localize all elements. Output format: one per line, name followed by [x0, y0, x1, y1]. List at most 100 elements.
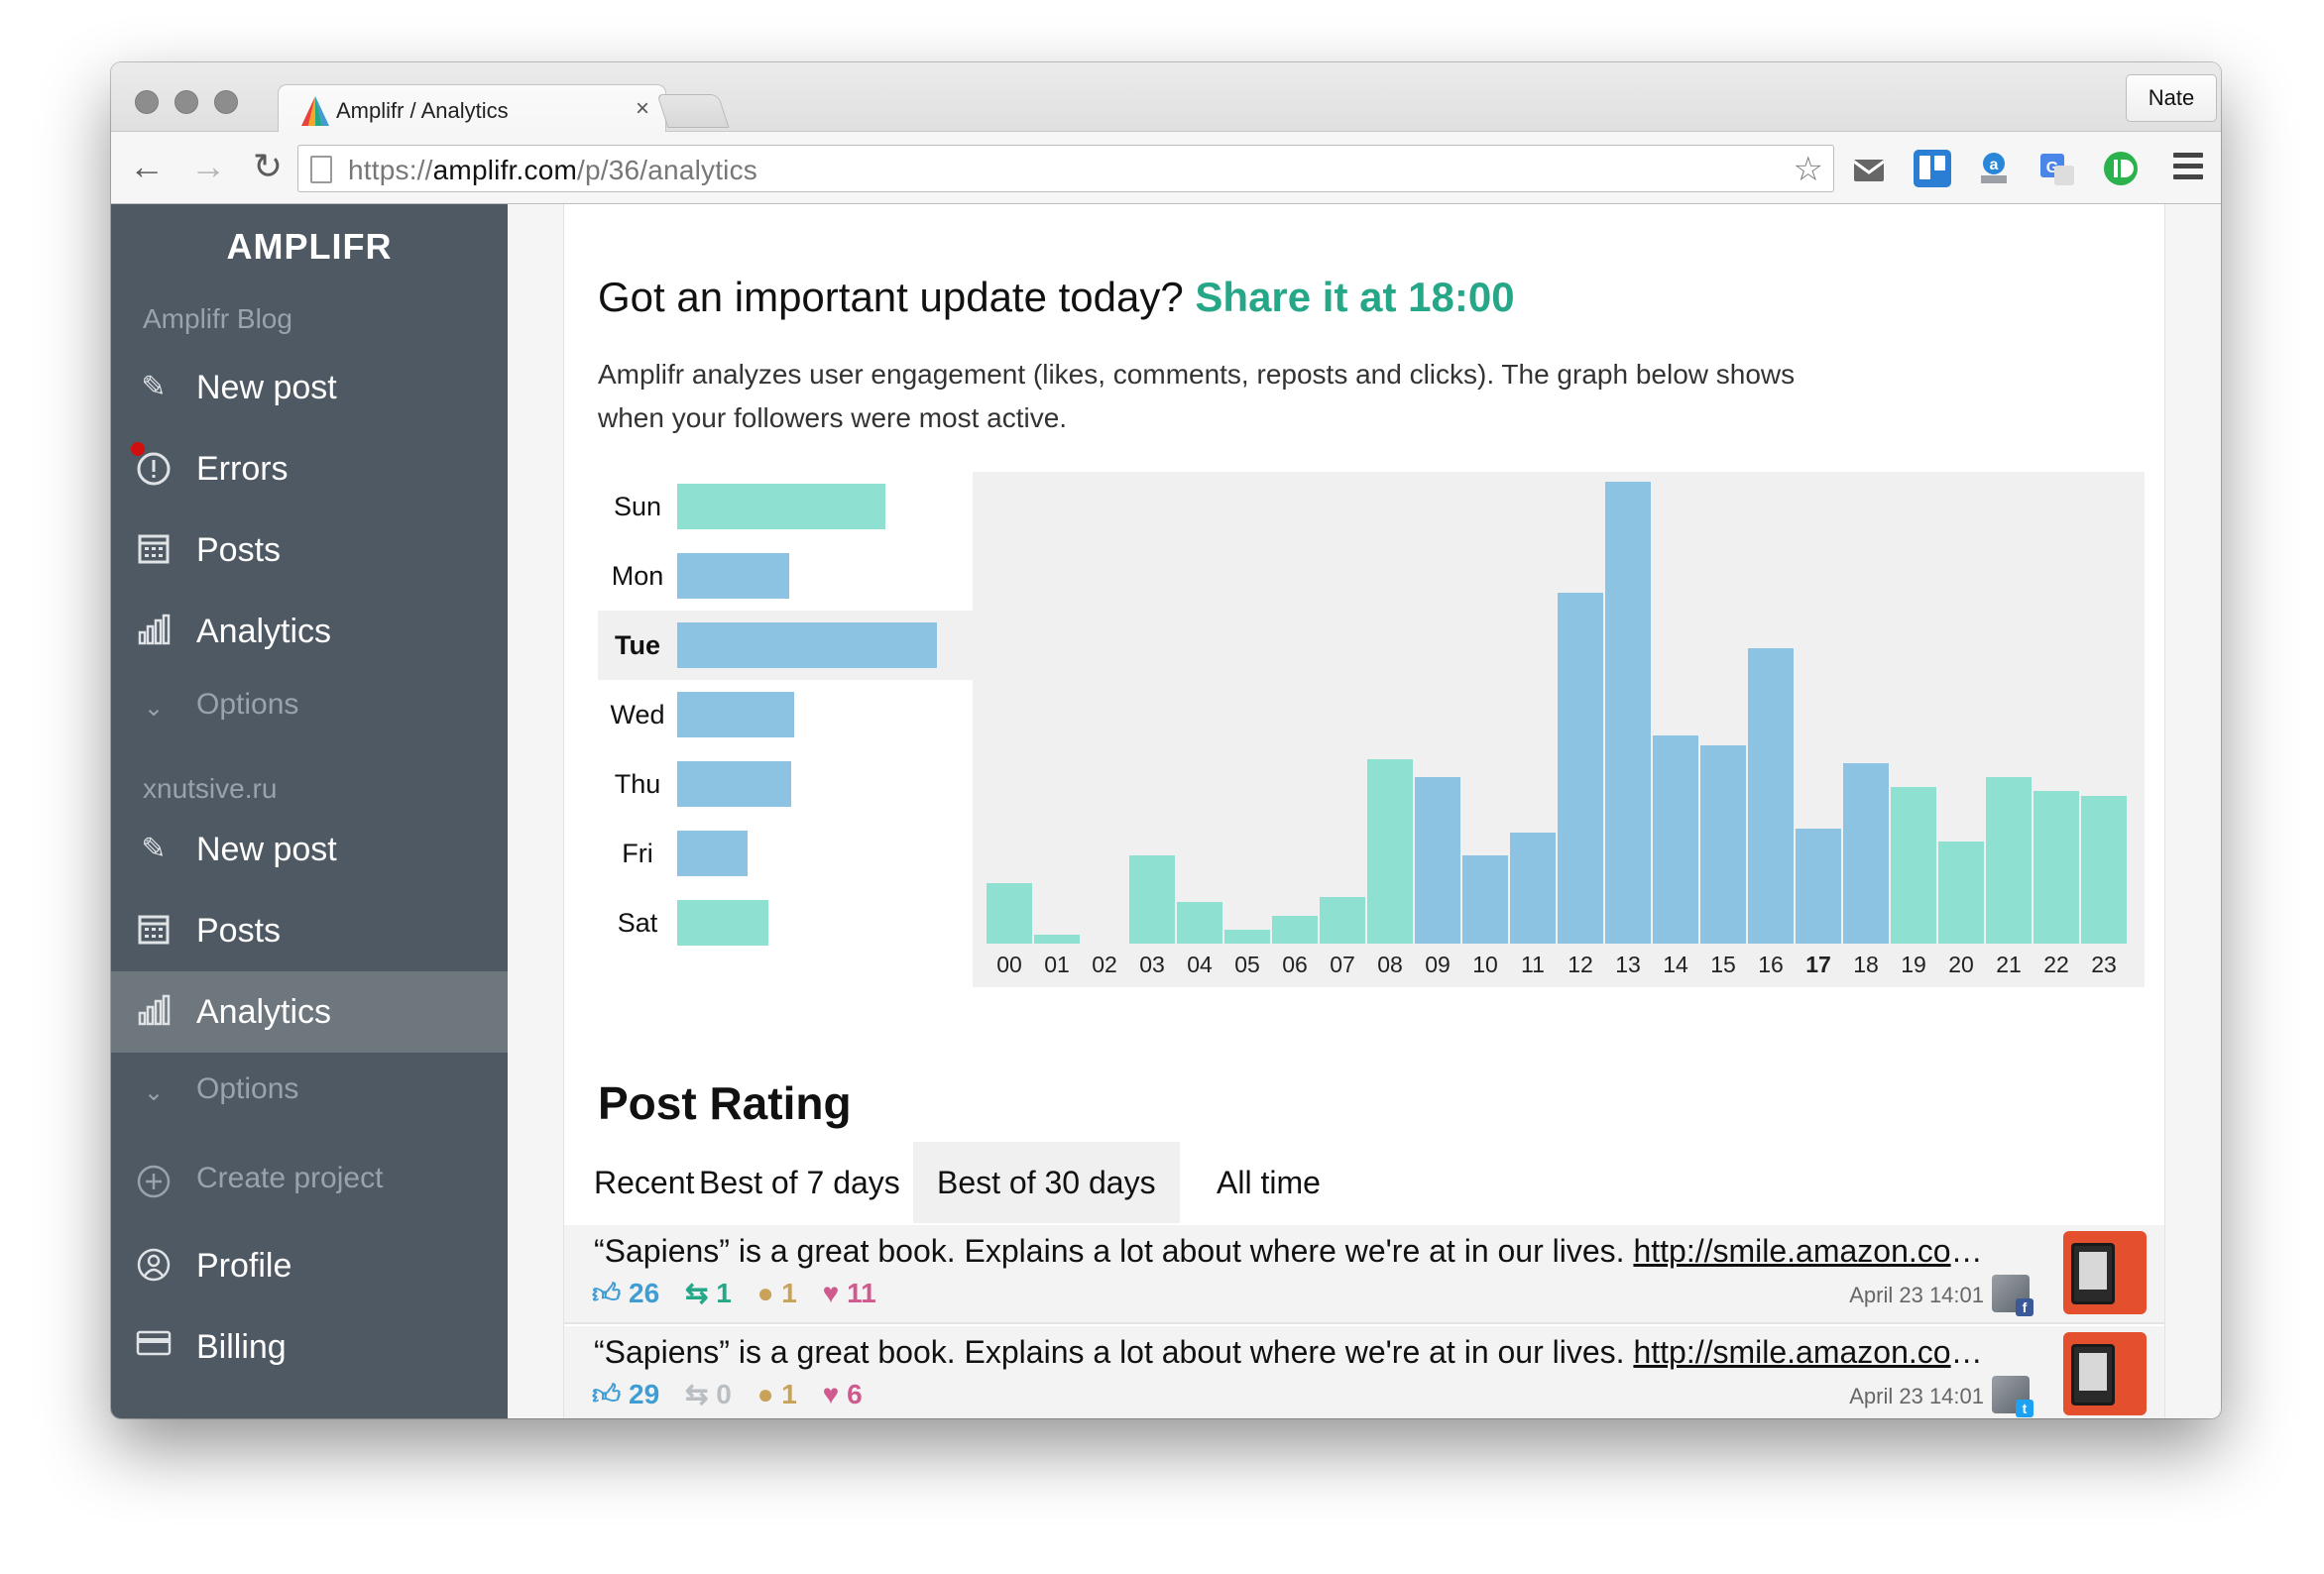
reposts-count: 1 [716, 1278, 732, 1308]
sidebar-item-errors[interactable]: Errors [111, 428, 508, 509]
sidebar-item-create-project[interactable]: Create project [111, 1142, 508, 1223]
post-link[interactable]: http://smile.amazon.com/dp/0062316095 [1633, 1233, 2002, 1269]
sidebar-item-label: Errors [196, 450, 289, 488]
project-name[interactable]: xnutsive.ru [143, 773, 278, 804]
post-rating-title: Post Rating [598, 1077, 852, 1129]
user-circle-icon [135, 1247, 173, 1285]
forward-icon[interactable]: → [190, 146, 226, 186]
browser-window: Amplifr / Analytics × Nate ← → ↻ https:/… [111, 62, 2221, 1418]
calendar-icon [135, 912, 173, 950]
alert-icon [135, 450, 173, 488]
weekday-label: Fri [622, 839, 653, 868]
hour-bar [1415, 777, 1460, 944]
recommendation-headline: Got an important update today? Share it … [598, 274, 1515, 321]
profile-button[interactable]: Nate [2126, 74, 2217, 122]
main-content: Got an important update today? Share it … [508, 204, 2221, 1418]
hour-label: 11 [1521, 952, 1545, 977]
trello-icon[interactable] [1914, 150, 1951, 187]
post-row[interactable]: “Sapiens” is a great book. Explains a lo… [564, 1326, 2164, 1418]
weekday-row[interactable]: Mon [598, 541, 973, 611]
minimize-window-button[interactable] [174, 90, 198, 114]
post-link[interactable]: http://smile.amazon.com/dp/0062316095 [1633, 1334, 2002, 1370]
address-bar[interactable]: https://amplifr.com/p/36/analytics ☆ [297, 145, 1834, 192]
reposts-stat: ⇆ 0 [685, 1379, 732, 1409]
hour-bar [1272, 916, 1318, 944]
hour-label: 21 [1996, 952, 2022, 977]
sidebar-item-options[interactable]: ⌄ Options [111, 1053, 508, 1134]
weekday-label: Tue [615, 630, 660, 660]
tab-best-30-days[interactable]: Best of 30 days [913, 1142, 1180, 1223]
hour-bar [1129, 855, 1175, 944]
sidebar-item-posts[interactable]: Posts [111, 890, 508, 971]
pushbullet-icon[interactable] [2102, 150, 2140, 187]
new-tab-button[interactable] [656, 94, 730, 128]
close-window-button[interactable] [135, 90, 159, 114]
weekday-label: Mon [611, 561, 664, 591]
likes-stat: 👍︎ 29 [592, 1379, 659, 1409]
hour-label: 07 [1330, 952, 1355, 977]
weekday-bar [677, 900, 768, 946]
hour-label: 23 [2091, 952, 2117, 977]
kindle-image [2071, 1243, 2115, 1304]
sidebar-item-options[interactable]: ⌄ Options [111, 668, 508, 749]
weekday-row[interactable]: Fri [598, 819, 973, 888]
post-row[interactable]: “Sapiens” is a great book. Explains a lo… [564, 1225, 2164, 1324]
sidebar-item-label: Profile [196, 1247, 292, 1285]
sidebar-item-billing[interactable]: Billing [111, 1306, 508, 1388]
credit-card-icon [135, 1328, 173, 1366]
tab-close-icon[interactable]: × [635, 95, 649, 122]
hour-bar [1843, 763, 1889, 944]
pencil-icon: ✎ [141, 833, 167, 865]
sidebar-item-profile[interactable]: Profile [111, 1225, 508, 1306]
chevron-down-icon: ⌄ [143, 1079, 165, 1106]
hour-label: 04 [1187, 952, 1213, 977]
reload-icon[interactable]: ↻ [252, 146, 284, 186]
sidebar-item-analytics[interactable]: Analytics [111, 591, 508, 672]
browser-tab-active[interactable]: Amplifr / Analytics × [278, 84, 666, 133]
weekday-row[interactable]: Tue [598, 611, 973, 680]
hour-label: 09 [1425, 952, 1451, 977]
bookmark-star-icon[interactable]: ☆ [1793, 151, 1823, 188]
url-path: /p/36/analytics [577, 155, 758, 185]
project-name[interactable]: Amplifr Blog [143, 303, 292, 334]
weekday-row[interactable]: Sat [598, 888, 973, 957]
weekday-row[interactable]: Thu [598, 749, 973, 819]
tab-best-7-days[interactable]: Best of 7 days [699, 1165, 900, 1200]
zoom-window-button[interactable] [214, 90, 238, 114]
weekday-row[interactable]: Wed [598, 680, 973, 749]
thumbs-up-icon: 👍︎ [592, 1379, 622, 1409]
post-rating-tabs: Recent Best of 7 days Best of 30 days Al… [564, 1142, 2164, 1223]
sidebar-item-label: New post [196, 369, 337, 406]
hour-label: 15 [1710, 952, 1736, 977]
hour-label: 06 [1282, 952, 1308, 977]
tab-all-time[interactable]: All time [1217, 1165, 1321, 1200]
hour-label: 22 [2043, 952, 2069, 977]
amazon-assistant-icon[interactable]: a [1975, 150, 2013, 187]
hour-label: 13 [1615, 952, 1641, 977]
weekday-bar [677, 831, 748, 876]
reposts-count: 0 [716, 1379, 732, 1409]
heart-icon: ♥ [822, 1379, 840, 1409]
sidebar-item-posts[interactable]: Posts [111, 509, 508, 591]
hour-label: 16 [1758, 952, 1784, 977]
hour-label: 19 [1901, 952, 1926, 977]
hour-label: 12 [1568, 952, 1593, 977]
post-thumbnail[interactable] [2063, 1332, 2147, 1415]
hour-bar [1938, 842, 1984, 944]
brand-logo[interactable]: AMPLIFR [226, 226, 393, 267]
tab-recent[interactable]: Recent [594, 1165, 695, 1200]
hour-bar [1558, 592, 1603, 944]
google-translate-icon[interactable]: G [2038, 150, 2076, 187]
post-thumbnail[interactable] [2063, 1231, 2147, 1314]
sidebar-item-new-post[interactable]: ✎ New post [111, 809, 508, 890]
back-icon[interactable]: ← [129, 146, 165, 186]
weekday-row[interactable]: Sun [598, 472, 973, 541]
sidebar-item-analytics[interactable]: Analytics [111, 971, 508, 1053]
weekday-label: Wed [610, 700, 665, 730]
hour-bar [1796, 828, 1841, 944]
hour-bar [1320, 897, 1365, 944]
sidebar-item-new-post[interactable]: ✎ New post [111, 347, 508, 428]
mail-icon[interactable] [1850, 150, 1888, 187]
hour-bar [1748, 647, 1794, 944]
chrome-menu-icon[interactable] [2173, 153, 2203, 180]
